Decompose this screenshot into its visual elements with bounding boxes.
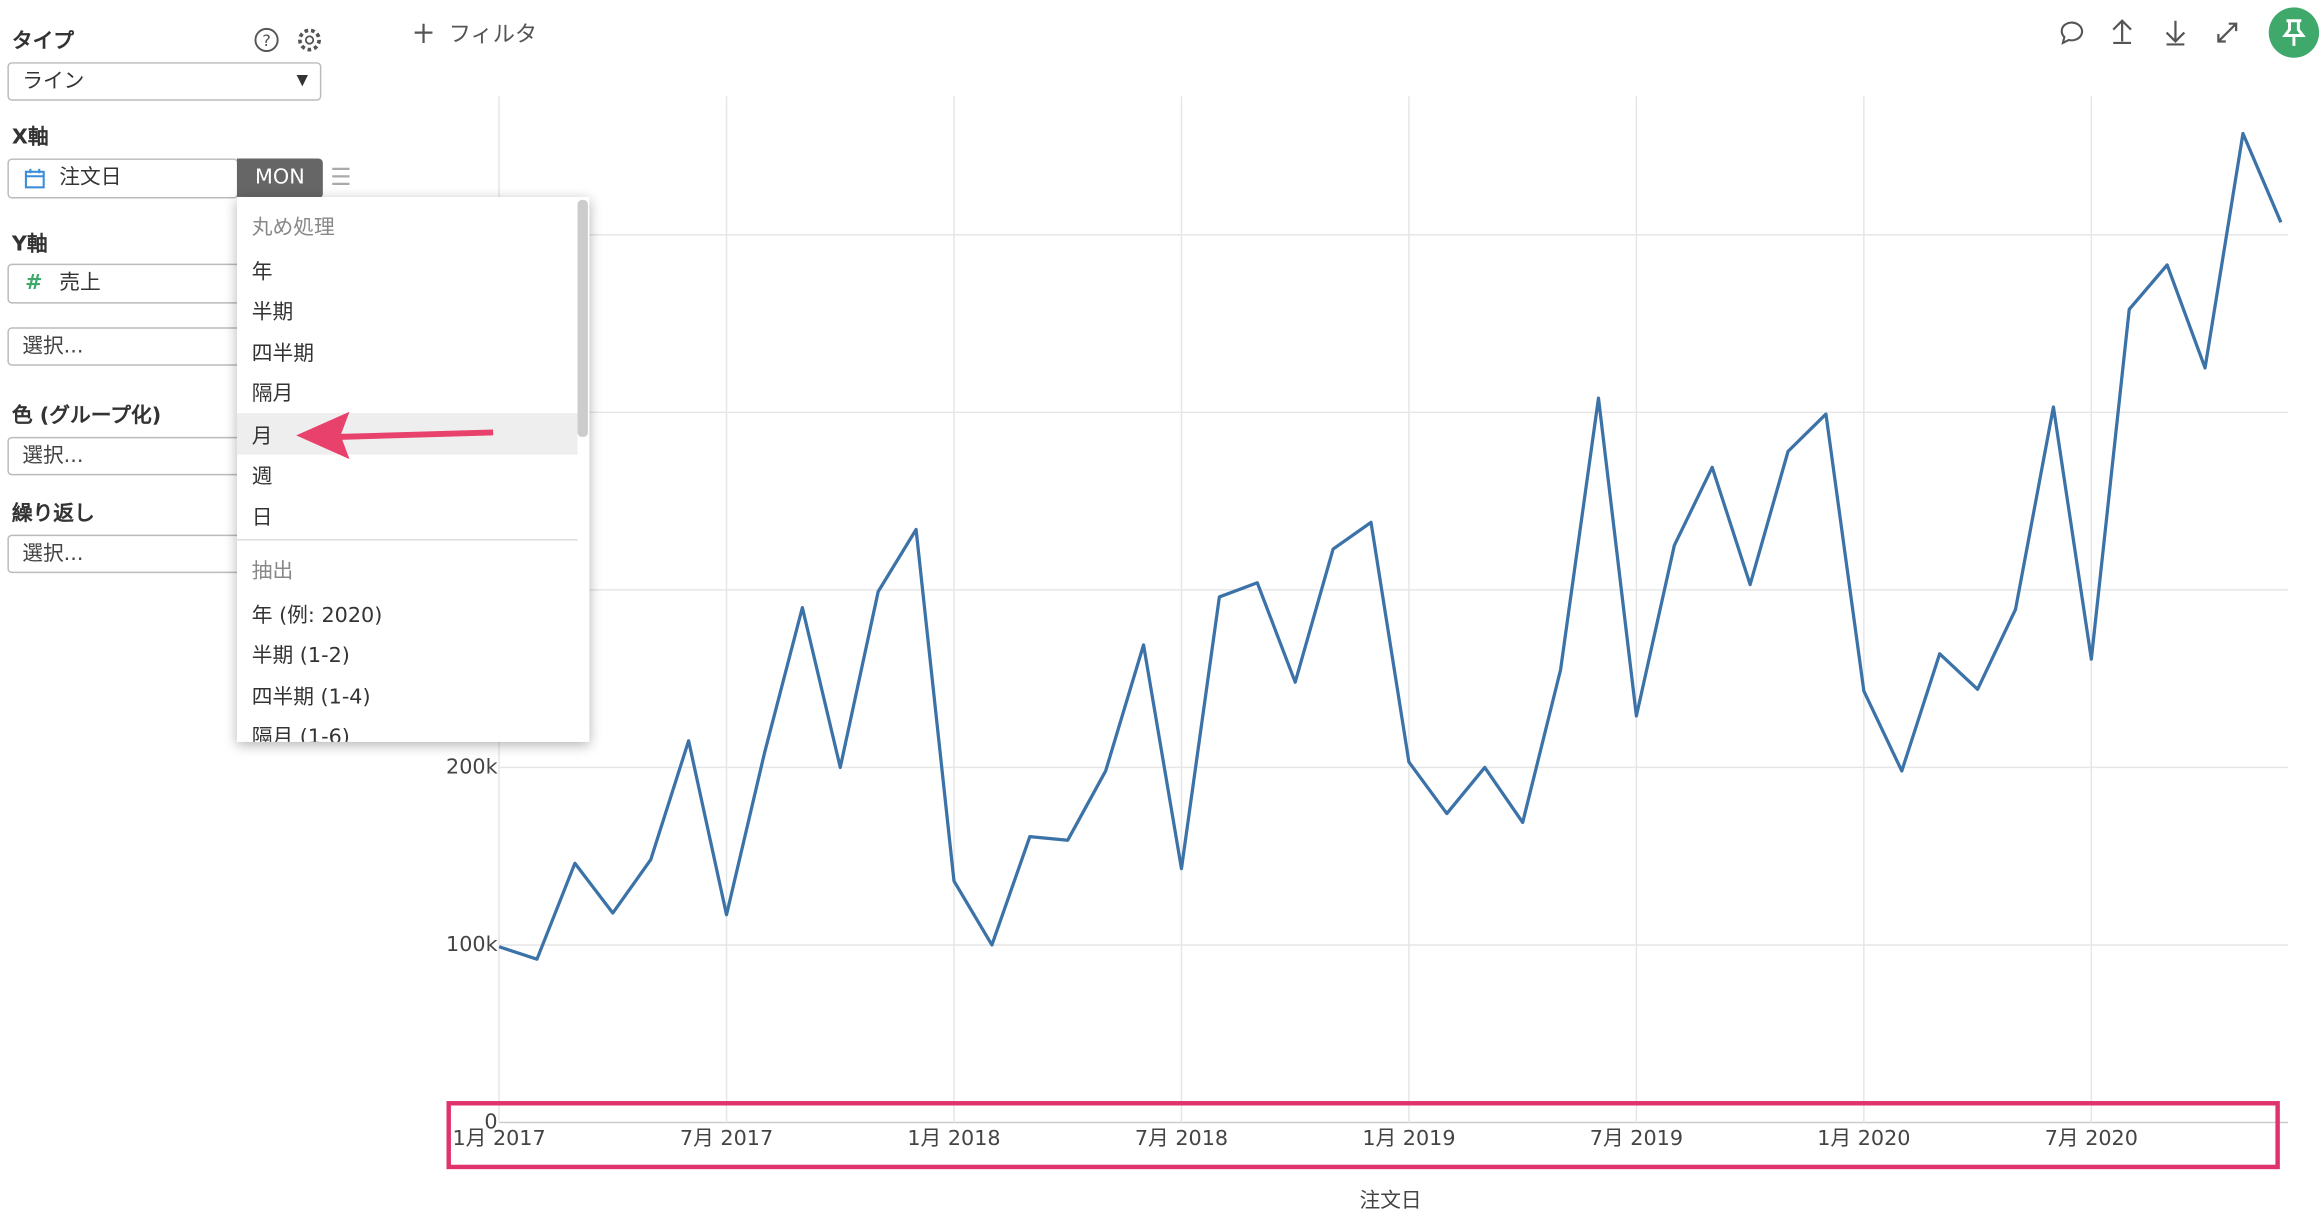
color-label: 色 (グループ化) xyxy=(11,404,162,428)
menu-item[interactable]: 月 xyxy=(251,425,273,449)
plus-icon xyxy=(414,23,433,43)
y-tick-label: 200k xyxy=(446,754,498,778)
calendar-icon xyxy=(24,168,45,189)
settings-icon[interactable] xyxy=(298,28,321,52)
repeat-label: 繰り返し xyxy=(11,502,95,526)
y-tick-label: 0 xyxy=(484,1110,497,1134)
x-tick-label: 7月 2017 xyxy=(680,1126,773,1150)
x-tick-label: 1月 2017 xyxy=(452,1126,545,1150)
menu-item[interactable]: 半期 (1-2) xyxy=(251,644,350,668)
menu-item[interactable]: 週 xyxy=(251,465,273,489)
pin-icon xyxy=(2282,19,2306,46)
pin-button[interactable] xyxy=(2268,7,2320,58)
scrollbar xyxy=(577,199,588,437)
x-tick-label: 1月 2018 xyxy=(907,1126,1000,1150)
comment-icon[interactable] xyxy=(2060,21,2084,45)
type-select[interactable]: ライン ▼ xyxy=(7,62,322,101)
menu-item[interactable]: 四半期 (1-4) xyxy=(251,685,371,710)
x-field[interactable]: 注文日 xyxy=(7,158,239,199)
help-mark: ? xyxy=(262,31,271,50)
x-axis-label: X軸 xyxy=(11,125,49,150)
arrow-annotation xyxy=(296,411,494,460)
menu-item[interactable]: 隔月 (1-6) xyxy=(251,725,350,742)
arrow-head xyxy=(296,411,350,460)
type-value: ライン xyxy=(22,69,85,94)
highlight-box xyxy=(446,1101,2280,1170)
x-field-name: 注文日 xyxy=(59,165,122,190)
upload-icon[interactable] xyxy=(2112,19,2132,45)
y-axis-label: Y軸 xyxy=(11,232,48,257)
x-tick-label: 1月 2019 xyxy=(1362,1126,1455,1150)
menu-item[interactable]: 日 xyxy=(251,506,273,531)
help-icon[interactable] xyxy=(254,27,279,53)
menu-item[interactable]: 年 (例: 2020) xyxy=(251,604,383,628)
y-tick-label: 100k xyxy=(446,932,498,956)
menu-item[interactable]: 半期 xyxy=(251,300,294,325)
filter-button[interactable]: フィルタ xyxy=(448,20,538,48)
x-axis-title: 注文日 xyxy=(1359,1188,1421,1212)
select-arrow: ▼ xyxy=(296,72,309,89)
help-settings-icons: ? xyxy=(254,27,321,53)
number-icon: # xyxy=(25,271,43,295)
x-tick-label: 1月 2020 xyxy=(1817,1126,1910,1150)
menu-item[interactable]: 年 xyxy=(251,260,273,285)
menu-icon[interactable]: ☰ xyxy=(330,162,352,192)
settings-center xyxy=(304,35,315,45)
y-field-name: 売上 xyxy=(59,271,101,295)
dropdown-menu: 丸め処理年半期四半期隔月月週日抽出年 (例: 2020) 半期 (1-2) 四半期 … xyxy=(236,196,590,742)
line xyxy=(498,131,2283,961)
x-tick-label: 7月 2020 xyxy=(2045,1126,2138,1150)
arrow-shaft xyxy=(340,429,494,440)
expand-icon[interactable] xyxy=(2217,22,2238,43)
section-title: 丸め処理 xyxy=(251,216,335,240)
menu-item[interactable]: 四半期 xyxy=(251,342,314,366)
x-tick-label: 7月 2018 xyxy=(1135,1126,1228,1150)
menu-item[interactable]: 隔月 xyxy=(251,382,294,406)
toolbar-icons xyxy=(414,7,2320,58)
x-unit-button[interactable]: MON xyxy=(236,158,323,199)
type-label: タイプ xyxy=(11,29,75,54)
x-tick-label: 7月 2019 xyxy=(1590,1126,1683,1150)
separator xyxy=(236,539,578,541)
download-icon[interactable] xyxy=(2165,20,2186,46)
section-title: 抽出 xyxy=(251,559,294,584)
